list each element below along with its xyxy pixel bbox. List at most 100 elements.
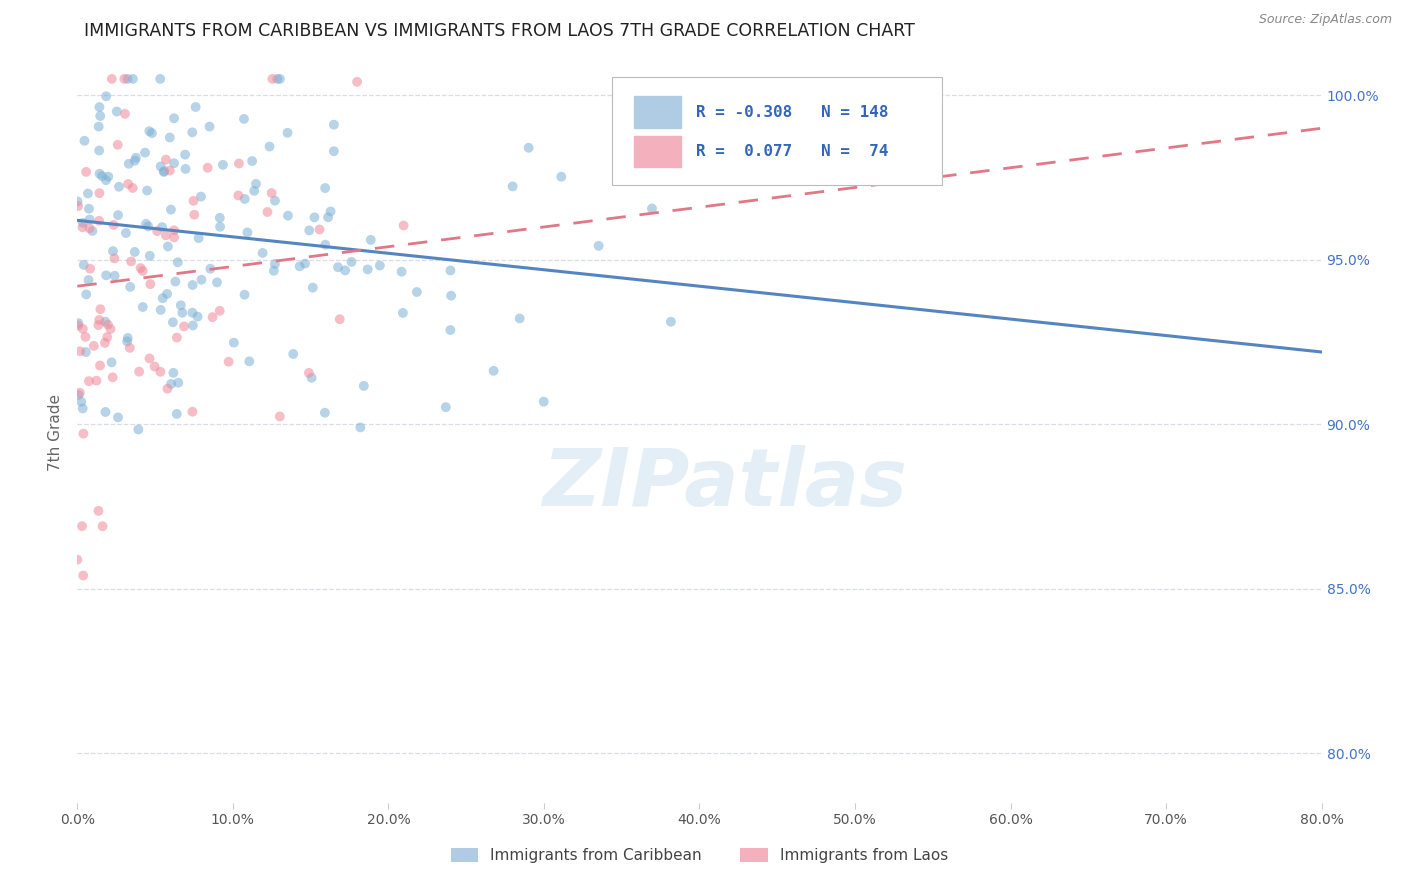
Point	[240, 154, 263, 169]
Point	[245, 177, 267, 191]
Point	[187, 310, 209, 324]
Point	[162, 315, 184, 329]
Point	[533, 394, 555, 409]
Point	[122, 71, 145, 86]
Point	[87, 504, 110, 518]
Point	[209, 219, 232, 234]
Point	[166, 255, 188, 269]
Point	[340, 255, 363, 269]
Point	[141, 126, 163, 140]
Point	[115, 334, 138, 349]
Point	[120, 254, 142, 268]
Point	[233, 112, 256, 126]
Point	[183, 194, 205, 208]
Point	[440, 288, 463, 302]
Point	[184, 100, 207, 114]
Point	[198, 120, 221, 134]
Point	[94, 335, 117, 350]
Point	[266, 71, 288, 86]
Point	[392, 306, 415, 320]
Point	[162, 366, 184, 380]
Point	[308, 222, 330, 236]
Point	[212, 158, 235, 172]
Point	[167, 376, 190, 390]
Point	[136, 219, 159, 234]
Point	[360, 233, 382, 247]
Point	[139, 249, 162, 263]
Point	[322, 145, 344, 159]
Point	[368, 259, 391, 273]
Point	[73, 258, 96, 272]
Point	[283, 347, 305, 361]
Point	[91, 169, 114, 183]
Text: R = -0.308   N = 148: R = -0.308 N = 148	[696, 104, 889, 120]
Point	[77, 374, 100, 388]
Point	[67, 316, 90, 330]
Point	[97, 169, 120, 184]
Point	[439, 263, 461, 277]
Point	[314, 406, 336, 420]
Point	[314, 181, 336, 195]
Point	[87, 318, 110, 332]
Point	[319, 204, 342, 219]
Point	[294, 257, 316, 271]
Point	[181, 125, 204, 139]
Point	[288, 260, 311, 274]
Point	[77, 273, 100, 287]
Point	[117, 331, 139, 345]
Point	[218, 354, 240, 368]
Point	[228, 156, 250, 170]
Point	[101, 71, 124, 86]
Point	[100, 355, 122, 369]
Point	[356, 262, 378, 277]
Point	[77, 202, 100, 216]
Point	[96, 268, 118, 283]
Point	[75, 165, 97, 179]
Point	[659, 315, 682, 329]
Point	[641, 202, 664, 216]
Point	[87, 120, 110, 134]
Point	[166, 330, 188, 344]
Point	[391, 265, 413, 279]
Point	[82, 224, 104, 238]
Point	[118, 341, 141, 355]
Point	[190, 273, 212, 287]
Point	[276, 126, 298, 140]
Point	[153, 164, 176, 178]
Point	[322, 118, 344, 132]
Point	[66, 194, 89, 209]
Point	[329, 312, 352, 326]
Point	[502, 179, 524, 194]
Point	[101, 244, 124, 259]
Point	[333, 263, 356, 277]
Point	[94, 405, 117, 419]
Point	[349, 420, 371, 434]
Point	[200, 261, 222, 276]
Point	[316, 211, 339, 225]
Point	[187, 231, 209, 245]
Point	[138, 124, 160, 138]
Point	[91, 519, 114, 533]
Point	[129, 261, 152, 276]
Point	[269, 71, 291, 86]
Point	[152, 291, 174, 305]
Point	[89, 213, 111, 227]
Point	[127, 422, 149, 436]
Point	[115, 226, 138, 240]
Point	[67, 388, 90, 402]
Point	[222, 335, 245, 350]
Point	[104, 268, 127, 283]
Bar	[634, 136, 681, 167]
Point	[149, 365, 172, 379]
Point	[208, 211, 231, 225]
Point	[66, 318, 89, 333]
Point	[136, 184, 159, 198]
Text: IMMIGRANTS FROM CARIBBEAN VS IMMIGRANTS FROM LAOS 7TH GRADE CORRELATION CHART: IMMIGRANTS FROM CARIBBEAN VS IMMIGRANTS …	[84, 22, 915, 40]
Point	[174, 147, 197, 161]
Point	[155, 153, 177, 167]
Point	[107, 208, 129, 222]
Point	[72, 216, 94, 230]
Point	[89, 359, 111, 373]
Point	[155, 228, 177, 243]
Point	[269, 409, 291, 424]
